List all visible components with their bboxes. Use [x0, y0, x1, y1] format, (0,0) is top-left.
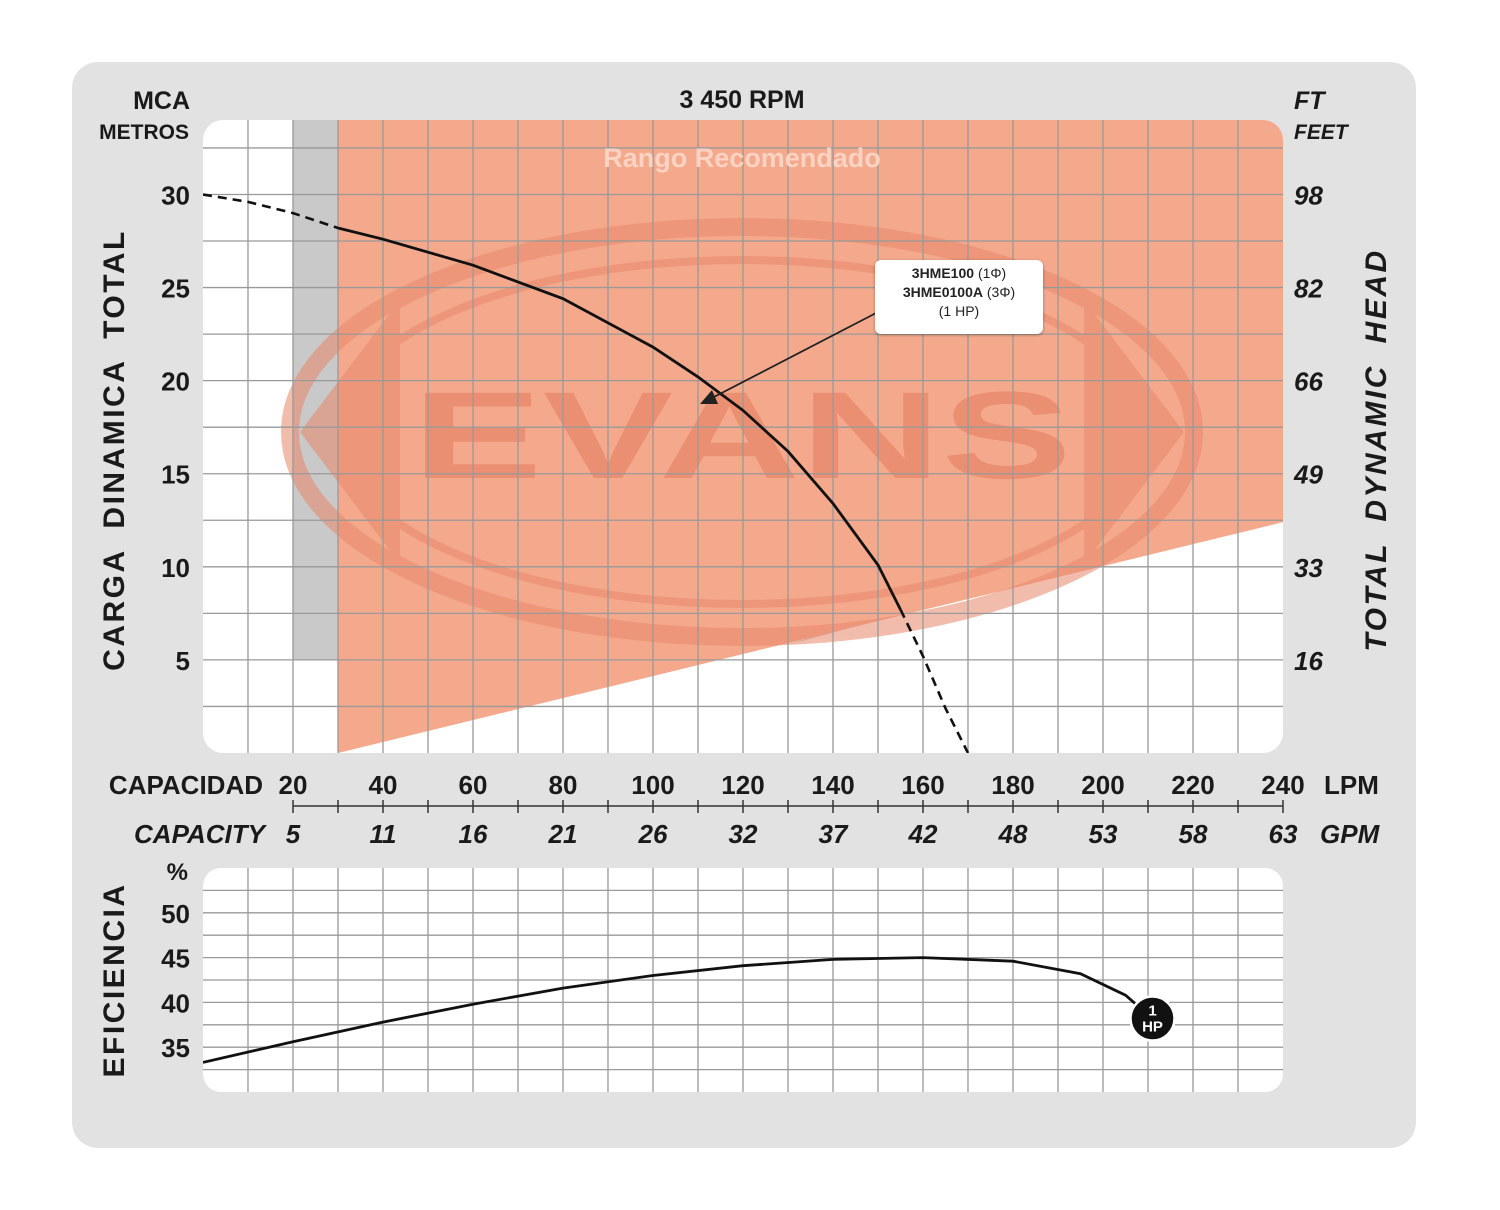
x-tick-label-secondary: 26: [638, 819, 668, 849]
x-axis-unit: LPM: [1324, 770, 1379, 800]
x-tick-label: 100: [631, 770, 674, 800]
efficiency-end-marker: [1129, 995, 1176, 1042]
recommended-range-label: Rango Recomendado: [603, 143, 881, 173]
head-curve-dashed-end: [899, 609, 970, 753]
y-tick-label-right: 82: [1294, 274, 1323, 304]
x-axis-label-secondary: CAPACITY: [134, 819, 268, 849]
y-tick-label-right: 33: [1294, 553, 1323, 583]
watermark-ellipse-outer: [281, 218, 1203, 646]
y-tick-label-right: 98: [1294, 180, 1323, 210]
efficiency-plot-content: [203, 868, 1283, 1092]
x-tick-label: 20: [279, 770, 308, 800]
evans-watermark-logo: EVANS: [281, 218, 1203, 646]
x-tick-label: 60: [459, 770, 488, 800]
x-tick-label-secondary: 53: [1089, 819, 1118, 849]
callout-arrow-line: [711, 311, 879, 399]
callout-model-1-phase: (1Φ): [977, 265, 1007, 281]
y-axis-label-right: TOTAL DYNAMIC HEAD: [1360, 248, 1393, 651]
x-tick-label: 140: [811, 770, 854, 800]
x-tick-label-secondary: 42: [908, 819, 938, 849]
head-plot-content: EVANS Rango Recomendado: [203, 120, 1283, 753]
y-axis-label-left: CARGA DINAMICA TOTAL: [98, 229, 131, 671]
x-tick-label-secondary: 32: [729, 819, 758, 849]
callout-model-2: 3HME0100A: [902, 284, 983, 300]
x-tick-label: 120: [721, 770, 764, 800]
x-tick-label: 40: [369, 770, 398, 800]
watermark-right-point: [1084, 300, 1184, 564]
callout-model-2-phase: (3Φ): [986, 284, 1016, 300]
x-tick-label-secondary: 16: [459, 819, 488, 849]
efficiency-y-tick-label: 35: [161, 1033, 190, 1063]
marker-label-1: 1: [1148, 1003, 1156, 1020]
efficiency-axis-label: EFICIENCIA: [98, 882, 131, 1077]
model-callout: 3HME100 (1Φ) 3HME0100A (3Φ) (1 HP): [875, 260, 1043, 334]
right-unit-header: FT: [1294, 87, 1327, 115]
y-tick-label-left: 20: [161, 367, 190, 397]
y-tick-label-right: 49: [1293, 460, 1323, 490]
x-tick-label: 160: [901, 770, 944, 800]
left-unit-header: MCA: [133, 87, 190, 115]
callout-model-1: 3HME100: [911, 265, 975, 281]
x-tick-label-secondary: 63: [1269, 819, 1298, 849]
callout-power: (1 HP): [938, 303, 980, 319]
y-tick-label-right: 66: [1294, 367, 1323, 397]
chart-title: 3 450 RPM: [679, 86, 804, 114]
x-tick-label: 220: [1171, 770, 1214, 800]
efficiency-curve-line: [203, 956, 1154, 1064]
head-curve-line: [337, 226, 902, 611]
marker-label-2: HP: [1142, 1019, 1163, 1036]
watermark-evans-text: EVANS: [412, 367, 1072, 505]
efficiency-unit-label: %: [167, 859, 188, 886]
x-tick-label-secondary: 48: [998, 819, 1028, 849]
efficiency-y-tick-label: 40: [161, 988, 190, 1018]
x-tick-label: 80: [549, 770, 578, 800]
watermark-left-point: [300, 300, 400, 564]
x-tick-label: 180: [991, 770, 1034, 800]
x-tick-label: 240: [1261, 770, 1304, 800]
x-tick-label-secondary: 11: [370, 819, 397, 849]
x-axis-unit-secondary: GPM: [1320, 819, 1381, 849]
x-axis-label: CAPACIDAD: [109, 770, 263, 800]
y-tick-label-left: 10: [161, 553, 190, 583]
x-tick-label-secondary: 37: [819, 819, 849, 849]
x-tick-label-secondary: 5: [286, 819, 301, 849]
right-unit-subheader: FEET: [1294, 121, 1350, 144]
callout-arrow-head: [700, 390, 718, 404]
y-tick-label-left: 5: [176, 646, 190, 676]
y-tick-label-right: 16: [1294, 646, 1323, 676]
x-tick-label: 200: [1081, 770, 1124, 800]
y-tick-label-left: 25: [161, 274, 190, 304]
x-tick-label-secondary: 58: [1179, 819, 1208, 849]
y-tick-label-left: 15: [161, 460, 190, 490]
y-tick-label-left: 30: [161, 180, 190, 210]
head-curve-dashed-start: [203, 193, 339, 230]
efficiency-y-tick-label: 45: [161, 944, 190, 974]
x-tick-label-secondary: 21: [548, 819, 578, 849]
left-unit-subheader: METROS: [99, 121, 189, 144]
efficiency-y-tick-label: 50: [161, 899, 190, 929]
